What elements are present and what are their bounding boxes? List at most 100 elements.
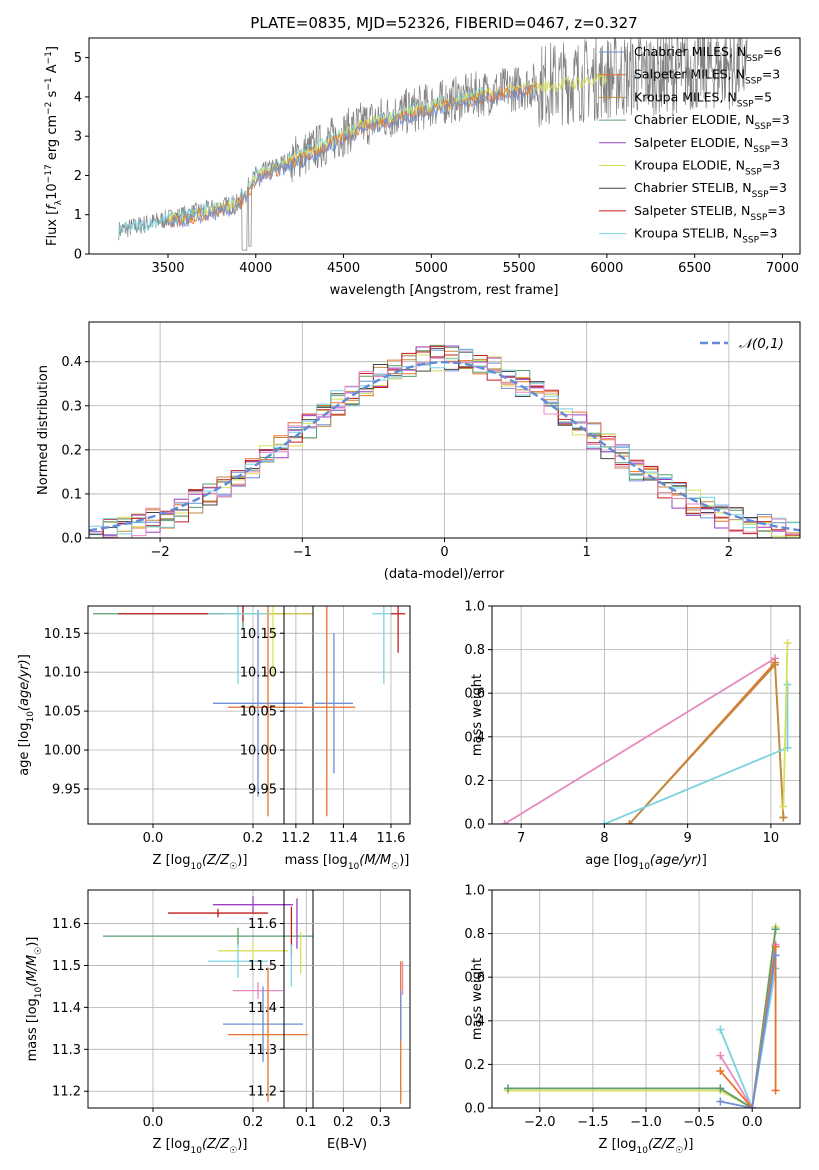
x-tick-label: 9 [683, 831, 691, 846]
x-tick-label: 2 [725, 545, 733, 560]
y-tick-label: 11.5 [52, 959, 81, 974]
y-tick-label: 1 [74, 208, 82, 223]
panel-spectrum: 3500 4000 4500 5000 5500 6000 6500 7000 0 1 2 3 4 5 [74, 37, 801, 276]
x-tick-label: −1.0 [630, 1115, 662, 1130]
weight-marker [779, 802, 788, 811]
legend-label: Chabrier MILES, NSSP=6 [634, 44, 782, 64]
weight-marker [771, 660, 780, 669]
axes-frame [283, 889, 411, 1109]
x-tick-label: −1.5 [577, 1115, 609, 1130]
legend-label: Salpeter ELODIE, NSSP=3 [634, 135, 788, 155]
weight-marker [716, 1051, 725, 1060]
y-tick-label: 5 [74, 51, 82, 66]
plot-area [503, 923, 780, 1108]
y-tick-label: 9.95 [52, 782, 81, 797]
weight-line [719, 946, 777, 1108]
y-tick-label: 11.3 [248, 1043, 277, 1058]
y-axis-label: age [log10(age/yr)] [17, 654, 36, 776]
y-tick-label: 3 [74, 130, 82, 145]
residual-histogram [89, 345, 800, 538]
y-tick-label: 2 [74, 169, 82, 184]
y-tick-label: 0.6 [464, 687, 485, 702]
weight-marker [716, 1025, 725, 1034]
weight-marker [779, 813, 788, 822]
weight-marker [748, 1104, 757, 1108]
y-tick-label: 10.00 [44, 744, 81, 759]
y-tick-label: 10.10 [44, 666, 81, 681]
x-tick-label: −2.0 [524, 1115, 556, 1130]
panel-mass_vs_ebv: 0.1 0.2 0.3 11.2 11.3 11.4 11.5 11.6 [248, 889, 411, 1130]
weight-marker [771, 942, 780, 951]
y-tick-label: 11.6 [248, 917, 277, 932]
panel-weight_vs_age: 7 8 9 10 0.0 0.2 0.4 0.6 0.8 1.0 [464, 600, 801, 846]
x-tick-label: 7 [517, 831, 525, 846]
residual-histogram [89, 347, 800, 538]
x-axis-label: Z [log10(Z/Z☉)] [153, 1137, 248, 1156]
y-tick-label: 10.15 [240, 627, 277, 642]
y-tick-label: 0.0 [464, 1102, 485, 1117]
x-tick-label: −1 [293, 545, 312, 560]
x-axis-label: Z [log10(Z/Z☉)] [153, 853, 248, 872]
y-tick-label: 0.3 [61, 399, 82, 414]
legend-label: Salpeter MILES, NSSP=3 [634, 67, 780, 87]
y-tick-label: 0.0 [464, 818, 485, 833]
legend-label: Kroupa ELODIE, NSSP=3 [634, 158, 780, 178]
weight-marker [716, 1084, 725, 1093]
x-tick-label: 11.2 [281, 831, 310, 846]
weight-line [719, 944, 777, 1108]
y-tick-label: 0.2 [464, 1058, 485, 1073]
weight-marker [783, 680, 792, 689]
observed-spectrum [118, 38, 748, 251]
legend-label: 𝒩(0,1) [739, 336, 784, 352]
weight-line [628, 662, 785, 824]
weight-marker [716, 1066, 725, 1075]
y-tick-label: 11.4 [52, 1001, 81, 1016]
x-tick-label: 6500 [678, 261, 711, 276]
x-tick-label: 0.0 [143, 831, 164, 846]
y-tick-label: 1.0 [464, 884, 485, 899]
x-tick-label: 11.4 [329, 831, 358, 846]
axes-frame [87, 605, 314, 825]
chart-title: PLATE=0835, MJD=52326, FIBERID=0467, z=0… [250, 14, 637, 32]
plot-area [500, 639, 792, 824]
y-tick-label: 11.2 [52, 1085, 81, 1100]
x-tick-label: 10 [763, 831, 780, 846]
legend-label: Salpeter STELIB, NSSP=3 [634, 203, 786, 223]
axes-frame [87, 889, 314, 1109]
x-axis-label: age [log10(age/yr)] [585, 853, 707, 872]
y-tick-label: 0.4 [464, 730, 485, 745]
legend-label: Chabrier ELODIE, NSSP=3 [634, 112, 790, 132]
y-tick-label: 0.4 [61, 355, 82, 370]
y-tick-label: 10.15 [44, 627, 81, 642]
x-tick-label: −0.5 [683, 1115, 715, 1130]
x-axis-label: mass [log10(M/M☉)] [285, 853, 410, 872]
x-tick-label: −2 [151, 545, 170, 560]
x-tick-label: 11.6 [377, 831, 406, 846]
panel-residuals: −2 −1 0 1 2 0.0 0.1 0.2 0.3 0.4 [61, 321, 801, 560]
x-axis-label: Z [log10(Z/Z☉)] [599, 1137, 694, 1156]
model-spectrum [167, 73, 607, 226]
weight-line [604, 684, 789, 824]
x-axis-label: E(B-V) [327, 1137, 367, 1152]
y-tick-label: 0.8 [464, 927, 485, 942]
weight-marker [771, 1086, 780, 1095]
weight-marker [771, 951, 780, 960]
x-tick-label: 0.1 [296, 1115, 317, 1130]
panel-age_vs_Z: 0.0 0.2 9.95 10.00 10.05 10.10 10.15 [44, 605, 314, 846]
x-tick-label: 0.0 [143, 1115, 164, 1130]
x-tick-label: 4500 [327, 261, 360, 276]
x-tick-label: 1 [583, 545, 591, 560]
weight-marker [600, 820, 609, 824]
panel-age_vs_mass: 11.2 11.4 11.6 9.95 10.00 10.05 10.10 10.15 [240, 605, 411, 846]
y-tick-label: 0 [74, 248, 82, 263]
residual-histogram [89, 357, 800, 538]
x-tick-label: 0.2 [243, 831, 264, 846]
y-axis-label: mass [log10(M/M☉)] [25, 937, 44, 1062]
y-axis-label: mass weight [470, 958, 485, 1040]
y-tick-label: 1.0 [464, 600, 485, 615]
y-tick-label: 9.95 [248, 782, 277, 797]
plot-area [103, 896, 313, 1102]
y-tick-label: 0.8 [464, 643, 485, 658]
axes-frame [88, 37, 801, 255]
